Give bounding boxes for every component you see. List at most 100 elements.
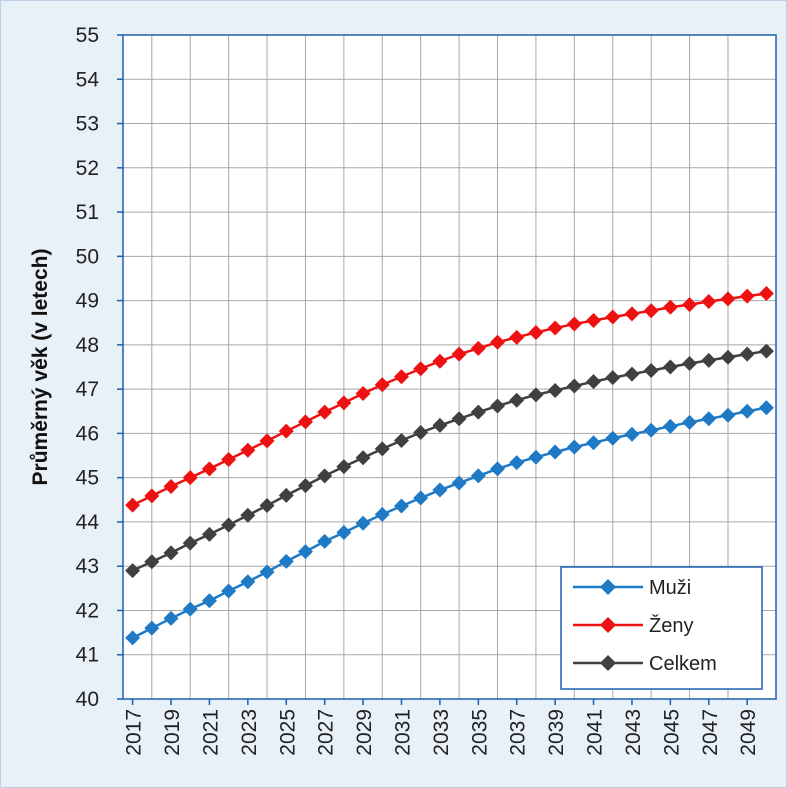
- y-tick-label: 55: [76, 24, 99, 47]
- data-point: [528, 324, 544, 340]
- x-tick-label: 2021: [199, 709, 222, 756]
- data-point: [182, 535, 198, 551]
- legend-marker: [600, 655, 616, 671]
- data-point: [566, 378, 582, 394]
- data-point: [393, 498, 409, 514]
- y-tick-label: 40: [76, 688, 99, 711]
- y-tick-label: 47: [76, 378, 99, 401]
- x-tick-label: 2025: [276, 709, 299, 756]
- x-tick-label: 2027: [315, 709, 338, 756]
- data-point: [393, 369, 409, 385]
- data-point: [758, 286, 774, 302]
- x-tick-label: 2017: [123, 709, 146, 756]
- data-point: [374, 506, 390, 522]
- data-point: [701, 293, 717, 309]
- data-point: [240, 507, 256, 523]
- data-point: [336, 459, 352, 475]
- data-point: [336, 395, 352, 411]
- data-point: [278, 487, 294, 503]
- x-tick-label: 2041: [584, 709, 607, 756]
- data-point: [701, 411, 717, 427]
- y-tick-label: 46: [76, 422, 99, 445]
- data-point: [739, 346, 755, 362]
- y-tick-label: 53: [76, 113, 99, 136]
- x-tick-label: 2049: [737, 709, 760, 756]
- data-point: [605, 430, 621, 446]
- data-point: [509, 455, 525, 471]
- data-point: [297, 414, 313, 430]
- y-axis-ticks: 40 41 42 43 44 45 46 47 48 49 50 51 52 53 54 55: [76, 24, 123, 711]
- data-point: [413, 425, 429, 441]
- data-point: [355, 386, 371, 402]
- data-point: [528, 387, 544, 403]
- x-tick-label: 2039: [545, 709, 568, 756]
- data-point: [662, 359, 678, 375]
- data-point: [201, 526, 217, 542]
- data-point: [278, 553, 294, 569]
- data-point: [624, 306, 640, 322]
- data-point: [355, 515, 371, 531]
- data-point: [163, 545, 179, 561]
- data-point: [758, 343, 774, 359]
- data-point: [662, 418, 678, 434]
- data-point: [643, 422, 659, 438]
- data-point: [643, 363, 659, 379]
- data-point: [605, 370, 621, 386]
- data-point: [221, 517, 237, 533]
- y-tick-label: 52: [76, 157, 99, 180]
- data-point: [451, 346, 467, 362]
- y-tick-label: 41: [76, 644, 99, 667]
- y-tick-label: 48: [76, 334, 99, 357]
- data-point: [586, 435, 602, 451]
- data-point: [682, 355, 698, 371]
- y-tick-label: 50: [76, 245, 99, 268]
- data-point: [144, 554, 160, 570]
- data-point: [240, 442, 256, 458]
- data-point: [144, 620, 160, 636]
- y-tick-label: 54: [76, 68, 100, 91]
- data-point: [201, 593, 217, 609]
- legend-entry: Celkem: [649, 653, 717, 675]
- data-point: [163, 610, 179, 626]
- data-point: [374, 441, 390, 457]
- legend: Muži Ženy Celkem: [560, 566, 763, 690]
- data-point: [221, 583, 237, 599]
- x-tick-label: 2033: [430, 709, 453, 756]
- x-tick-label: 2031: [391, 709, 414, 756]
- data-point: [720, 291, 736, 307]
- series-group: [125, 286, 774, 646]
- y-tick-label: 49: [76, 290, 99, 313]
- data-point: [605, 309, 621, 325]
- legend-entry: Ženy: [649, 614, 693, 637]
- data-point: [682, 297, 698, 313]
- x-tick-label: 2019: [161, 709, 184, 756]
- x-tick-label: 2043: [622, 709, 645, 756]
- data-point: [720, 349, 736, 365]
- series-celkem: [125, 343, 774, 579]
- x-tick-label: 2035: [468, 709, 491, 756]
- data-point: [317, 468, 333, 484]
- data-point: [624, 426, 640, 442]
- data-point: [393, 432, 409, 448]
- data-point: [509, 392, 525, 408]
- y-tick-label: 44: [76, 511, 100, 534]
- data-point: [413, 361, 429, 377]
- data-point: [643, 303, 659, 319]
- data-point: [201, 461, 217, 477]
- data-point: [547, 444, 563, 460]
- data-point: [586, 374, 602, 390]
- data-point: [432, 482, 448, 498]
- data-point: [701, 352, 717, 368]
- series-zeny: [125, 286, 774, 513]
- plot-border: [122, 34, 777, 700]
- data-point: [490, 461, 506, 477]
- y-tick-label: 51: [76, 201, 99, 224]
- series-line: [132, 406, 767, 640]
- series-muzi: [125, 400, 774, 646]
- legend-marker: [600, 617, 616, 633]
- data-point: [451, 475, 467, 491]
- data-point: [758, 400, 774, 416]
- data-point: [547, 382, 563, 398]
- data-point: [144, 488, 160, 504]
